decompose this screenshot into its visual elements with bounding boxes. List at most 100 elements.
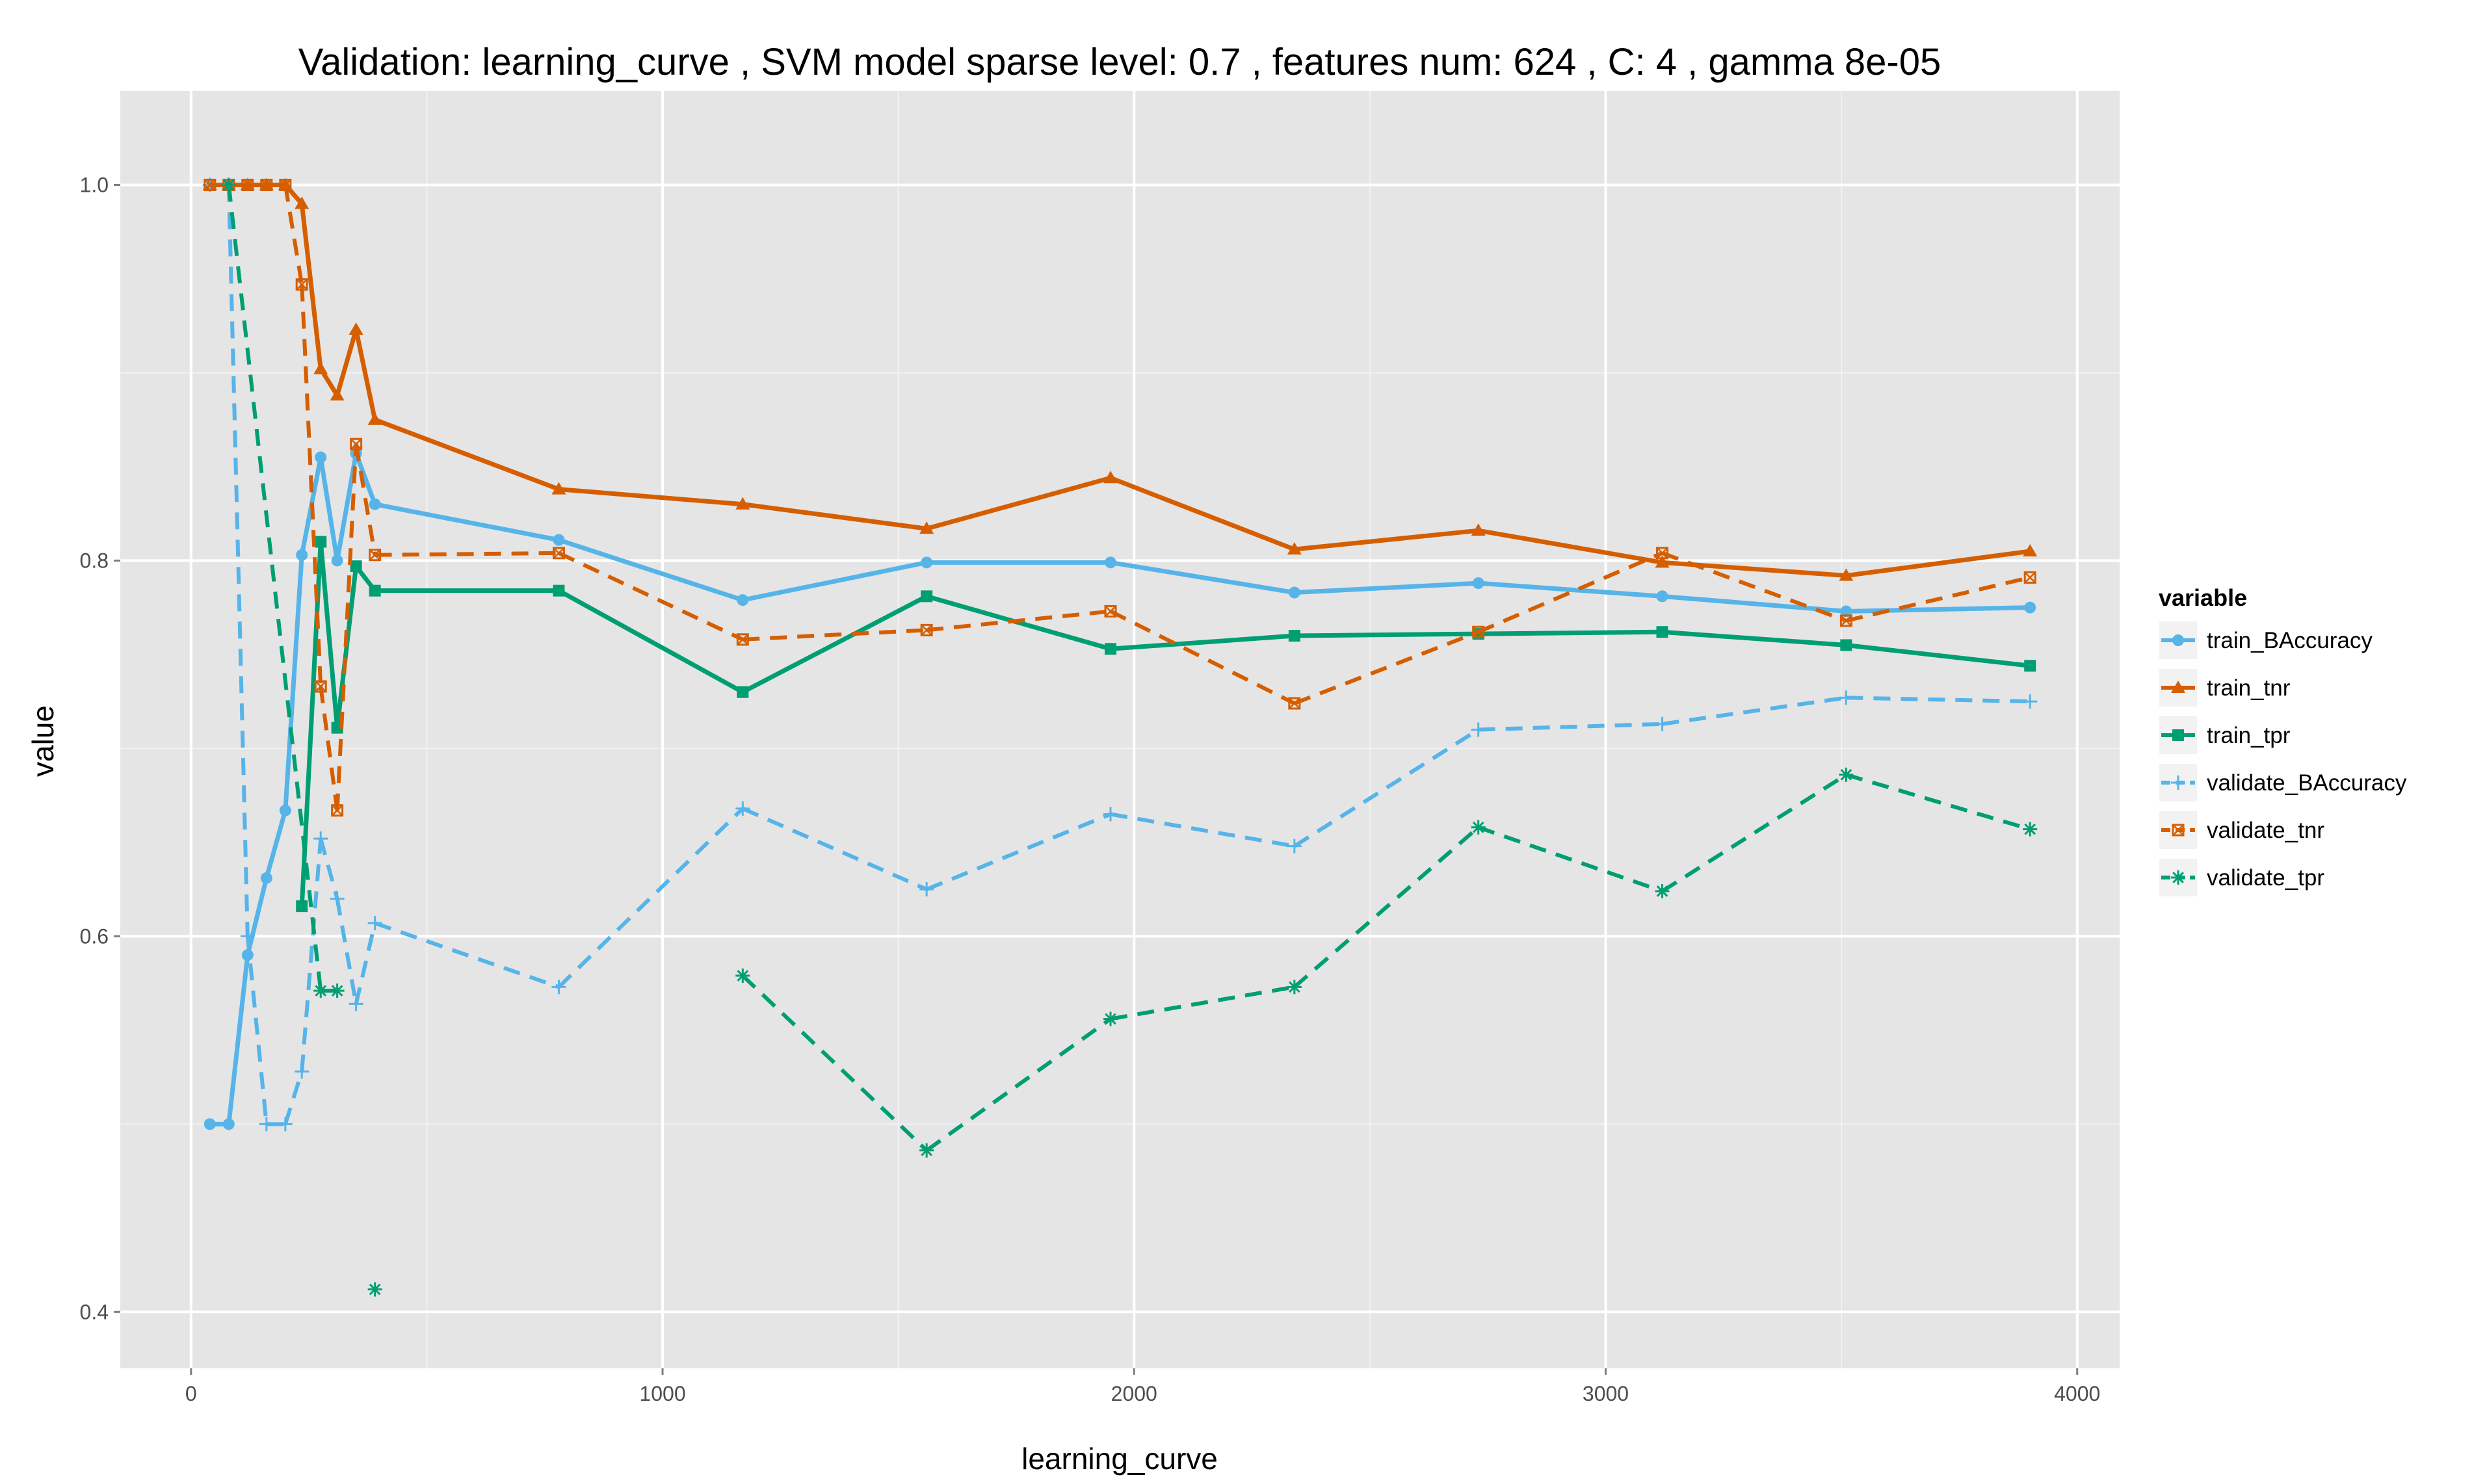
legend-key-marker <box>2171 681 2185 693</box>
series-segment <box>1294 528 1479 552</box>
sq-diag2 <box>279 179 291 191</box>
data-point <box>1287 542 1302 555</box>
sq-box <box>1472 625 1485 638</box>
data-point <box>1655 555 1670 568</box>
data-point <box>1655 884 1670 899</box>
series-segment <box>1110 812 1295 848</box>
series-segment <box>264 809 288 879</box>
data-point <box>295 196 309 209</box>
sq-diag2 <box>315 681 327 692</box>
series-segment <box>1293 826 1480 989</box>
data-point <box>1656 590 1668 603</box>
ast-ray <box>921 1144 932 1156</box>
series-layer <box>202 177 2038 1297</box>
data-point <box>260 178 273 191</box>
legend-items: train_BAccuracy train_tnr train_tprvalidat… <box>2158 620 2407 898</box>
sq-box <box>2023 571 2036 584</box>
data-point <box>222 1118 235 1130</box>
legend: variable train_BAccuracy train_tnr train_t… <box>2158 584 2407 898</box>
series-segment <box>335 329 358 397</box>
data-point <box>737 686 749 698</box>
series-segment <box>300 284 323 687</box>
series-segment <box>1846 605 2031 614</box>
sq-box <box>1288 697 1301 710</box>
series-segment <box>354 452 377 505</box>
data-point <box>1288 697 1301 710</box>
series-segment <box>1293 630 1479 705</box>
series-segment <box>1661 773 1847 893</box>
sq-box <box>279 178 292 191</box>
data-point <box>2023 822 2038 837</box>
sq-box <box>2172 824 2185 837</box>
series-segment <box>557 807 744 989</box>
data-point <box>1656 547 1669 560</box>
legend-item: validate_tpr <box>2158 857 2324 898</box>
y-tick-label: 0.4 <box>80 1300 109 1323</box>
data-point <box>349 322 363 335</box>
data-point <box>1840 639 1852 651</box>
series-segment <box>743 628 927 642</box>
data-point <box>369 498 381 510</box>
sq-box <box>369 549 382 562</box>
data-point <box>919 1143 934 1158</box>
data-point <box>1655 716 1670 731</box>
legend-key-marker <box>2171 870 2185 885</box>
sq-box <box>260 178 273 191</box>
series-segment <box>1662 629 1847 647</box>
data-point <box>315 536 327 548</box>
data-point <box>552 547 565 560</box>
series-segment <box>558 538 744 603</box>
series-segment <box>226 185 250 937</box>
x-tick-label: 4000 <box>2054 1382 2100 1405</box>
series-segment <box>374 417 560 491</box>
data-point <box>1840 605 1852 618</box>
data-point <box>296 900 308 913</box>
x-axis-title: learning_curve <box>1021 1442 1218 1476</box>
series-segment <box>1478 629 1663 636</box>
data-point <box>221 177 236 192</box>
series-segment <box>1110 633 1295 651</box>
data-point <box>735 801 750 816</box>
data-point <box>736 633 749 646</box>
ast-ray <box>1656 885 1668 897</box>
data-point <box>920 623 933 636</box>
sq-diag2 <box>1105 605 1116 618</box>
ast-ray <box>1472 821 1484 833</box>
data-point <box>204 178 217 191</box>
data-point <box>1656 626 1668 638</box>
series-segment <box>1478 580 1663 599</box>
data-point <box>330 983 345 998</box>
sq-diag2 <box>1288 697 1300 709</box>
data-point <box>279 804 291 816</box>
series-segment <box>354 922 377 1005</box>
series-segment <box>335 566 359 729</box>
sq-diag2 <box>2172 824 2184 836</box>
data-point <box>350 560 362 573</box>
legend-label: train_tnr <box>2207 675 2291 701</box>
series-segment <box>283 554 304 811</box>
data-point <box>349 996 363 1011</box>
data-point <box>331 804 344 817</box>
sq-box <box>331 804 344 817</box>
series-segment <box>742 807 928 891</box>
data-point <box>367 1282 382 1297</box>
legend-label: train_BAccuracy <box>2207 628 2373 653</box>
data-point <box>921 590 933 603</box>
series-segment <box>245 877 269 956</box>
legend-label: validate_tnr <box>2207 818 2324 843</box>
series-segment <box>926 609 1111 632</box>
series-segment <box>1661 551 1847 623</box>
data-point <box>240 929 255 944</box>
series-segment <box>926 812 1112 891</box>
data-point <box>735 969 750 983</box>
ast-ray <box>2172 872 2184 883</box>
series-segment <box>300 838 323 1072</box>
series-segment <box>1293 727 1480 848</box>
series-segment <box>375 551 559 557</box>
sq-diag2 <box>737 633 749 645</box>
series-segment <box>1294 580 1479 595</box>
series-segment <box>318 541 340 728</box>
legend-item: train_BAccuracy <box>2158 620 2373 660</box>
sq-diag2 <box>1656 547 1668 559</box>
